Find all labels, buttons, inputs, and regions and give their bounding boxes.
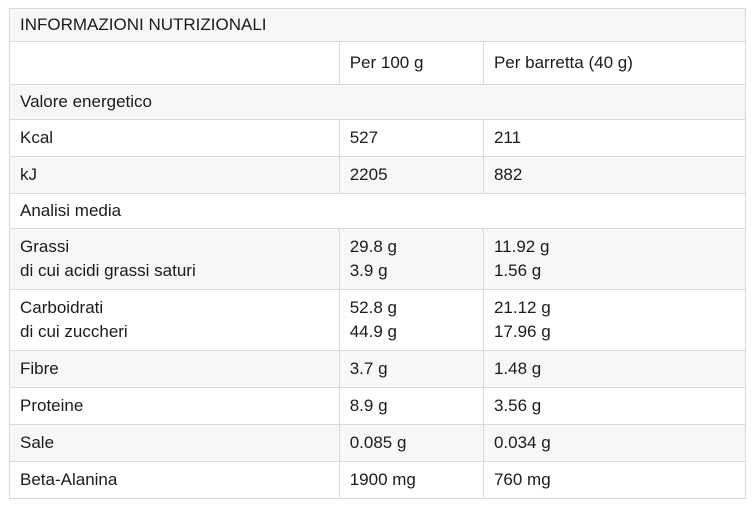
value-per-100g: 52.8 g 44.9 g [338, 289, 484, 351]
table-row: Grassi di cui acidi grassi saturi 29.8 g 3.… [9, 228, 747, 290]
nutrition-table: INFORMAZIONI NUTRIZIONALI Per 100 g Per … [9, 8, 747, 499]
table-row: Fibre 3.7 g 1.48 g [9, 350, 747, 388]
cell-line: Proteine [20, 396, 84, 415]
table-row: Kcal 527 211 [9, 119, 747, 157]
cell-line: Grassi [20, 237, 70, 256]
nutrient-name: Proteine [9, 387, 340, 425]
table-title: INFORMAZIONI NUTRIZIONALI [9, 8, 746, 42]
value-per-100g: 29.8 g 3.9 g [338, 228, 484, 290]
cell-line: 8.9 g [349, 396, 388, 415]
title-row: INFORMAZIONI NUTRIZIONALI [9, 8, 746, 42]
value-per-barretta: 760 mg [482, 461, 747, 499]
cell-line: 0.034 g [493, 433, 551, 452]
value-per-100g: 1900 mg [338, 461, 484, 499]
cell-line: 1900 mg [349, 470, 416, 489]
value-per-barretta: 3.56 g [482, 387, 747, 425]
value-per-barretta: 211 [482, 119, 747, 157]
value-per-barretta: 21.12 g 17.96 g [482, 289, 747, 351]
value-per-100g: 3.7 g [338, 350, 484, 388]
value-per-100g: 2205 [338, 156, 484, 194]
nutrient-name: Beta-Alanina [9, 461, 340, 499]
table-row: Proteine 8.9 g 3.56 g [9, 387, 747, 425]
section-label: Valore energetico [9, 84, 746, 120]
table-row: Carboidrati di cui zuccheri 52.8 g 44.9 g 21… [9, 289, 747, 351]
cell-line: di cui acidi grassi saturi [20, 261, 196, 280]
cell-line: Beta-Alanina [20, 470, 118, 489]
column-header-per-100g: Per 100 g [338, 41, 484, 85]
table-row: Beta-Alanina 1900 mg 760 mg [9, 461, 747, 499]
column-header-per-barretta: Per barretta (40 g) [482, 41, 747, 85]
nutrient-name: Carboidrati di cui zuccheri [9, 289, 340, 351]
cell-line: 3.7 g [349, 359, 388, 378]
column-header-empty [9, 41, 340, 85]
table-body: Valore energetico Kcal 527 211 kJ 2205 882 Anal… [9, 84, 747, 499]
value-per-100g: 0.085 g [338, 424, 484, 462]
table-row: kJ 2205 882 [9, 156, 747, 194]
cell-line: 2205 [349, 165, 388, 184]
cell-line: Carboidrati [20, 298, 104, 317]
nutrient-name: Fibre [9, 350, 340, 388]
column-header-row: Per 100 g Per barretta (40 g) [9, 41, 747, 85]
table-head: INFORMAZIONI NUTRIZIONALI Per 100 g Per … [9, 8, 747, 85]
cell-line: 17.96 g [493, 322, 551, 341]
cell-line: 0.085 g [349, 433, 407, 452]
nutrient-name: kJ [9, 156, 340, 194]
cell-line: Kcal [20, 128, 54, 147]
cell-line: 3.56 g [493, 396, 542, 415]
cell-line: 29.8 g [349, 237, 397, 256]
cell-line: 211 [493, 128, 522, 147]
value-per-barretta: 11.92 g 1.56 g [482, 228, 747, 290]
value-per-100g: 8.9 g [338, 387, 484, 425]
cell-line: 527 [349, 128, 379, 147]
section-label: Analisi media [9, 193, 746, 229]
nutrient-name: Grassi di cui acidi grassi saturi [9, 228, 340, 290]
value-per-barretta: 1.48 g [482, 350, 747, 388]
cell-line: Fibre [20, 359, 59, 378]
value-per-100g: 527 [338, 119, 484, 157]
cell-line: 11.92 g [493, 237, 550, 256]
section-row: Analisi media [9, 193, 746, 229]
cell-line: 882 [493, 165, 523, 184]
cell-line: 1.56 g [493, 261, 542, 280]
cell-line: 52.8 g [349, 298, 397, 317]
cell-line: Sale [20, 433, 55, 452]
table-row: Sale 0.085 g 0.034 g [9, 424, 747, 462]
cell-line: 21.12 g [493, 298, 551, 317]
cell-line: 44.9 g [349, 322, 397, 341]
nutrient-name: Kcal [9, 119, 340, 157]
cell-line: di cui zuccheri [20, 322, 128, 341]
nutrient-name: Sale [9, 424, 340, 462]
section-row: Valore energetico [9, 84, 746, 120]
cell-line: 760 mg [493, 470, 551, 489]
cell-line: 3.9 g [349, 261, 388, 280]
cell-line: 1.48 g [493, 359, 542, 378]
cell-line: kJ [20, 165, 37, 184]
value-per-barretta: 0.034 g [482, 424, 747, 462]
value-per-barretta: 882 [482, 156, 747, 194]
nutrition-table-container: INFORMAZIONI NUTRIZIONALI Per 100 g Per … [9, 8, 747, 499]
